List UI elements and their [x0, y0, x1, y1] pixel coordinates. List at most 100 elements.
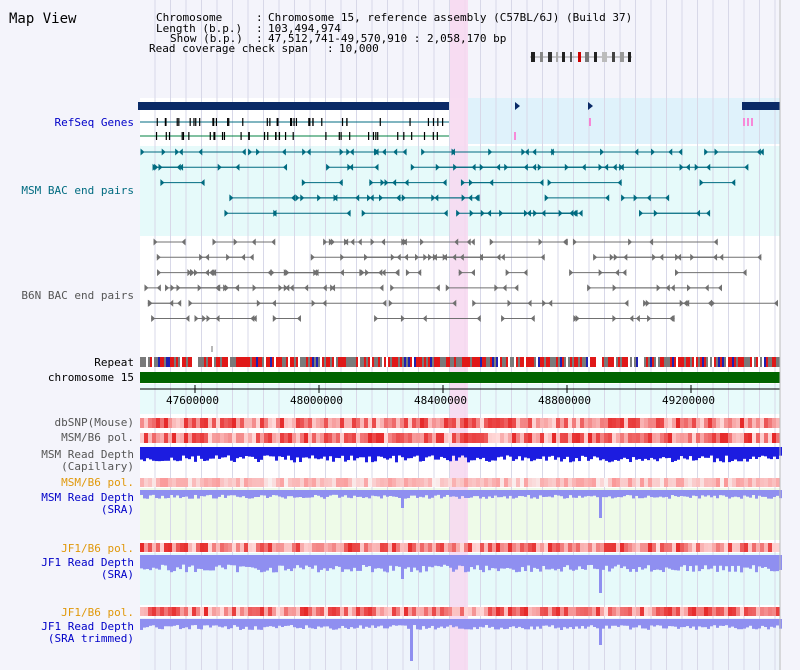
read-depth-bar [698, 447, 701, 459]
track-label-jf1-b6-pol-2[interactable]: JF1/B6 pol. [61, 606, 134, 619]
polymorphism-cell [484, 478, 488, 487]
read-depth-bar [284, 490, 287, 499]
polymorphism-cell [444, 543, 448, 552]
msm-bac-pair-end [200, 179, 205, 187]
show-key: Show (b.p.) [170, 32, 243, 45]
repeat-mark [584, 357, 586, 367]
track-label-msm-depth-sra-2[interactable]: (SRA) [100, 503, 134, 516]
polymorphism-cell [292, 478, 296, 487]
track-label-b6n-bac[interactable]: B6N BAC end pairs [21, 289, 134, 302]
repeat-mark [702, 357, 704, 367]
read-depth-bar [746, 490, 749, 497]
polymorphism-cell [492, 433, 496, 443]
ideogram-band [531, 52, 535, 62]
track-label-msm-bac[interactable]: MSM BAC end pairs [21, 184, 134, 197]
read-depth-bar [500, 555, 503, 569]
read-depth-bar [179, 447, 182, 461]
read-depth-bar [371, 619, 374, 626]
polymorphism-cell [404, 418, 408, 428]
polymorphism-cell [680, 543, 684, 552]
polymorphism-cell [268, 543, 272, 552]
track-label-refseq-genes[interactable]: RefSeq Genes [54, 116, 134, 129]
read-depth-bar [389, 490, 392, 496]
polymorphism-cell [716, 478, 720, 487]
read-depth-bar [509, 619, 512, 628]
read-depth-bar [146, 619, 149, 628]
read-depth-bar [752, 447, 755, 457]
read-depth-bar [167, 555, 170, 571]
read-depth-bar [254, 447, 257, 459]
polymorphism-cell [552, 478, 556, 487]
polymorphism-cell [568, 543, 572, 552]
msm-bac-pair-end [471, 163, 476, 171]
track-label-msm-b6-pol-2[interactable]: MSM/B6 pol. [61, 476, 134, 489]
read-depth-bar [542, 490, 545, 497]
read-depth-bar [749, 619, 752, 626]
polymorphism-cell [684, 433, 688, 443]
repeat-mark [400, 357, 402, 367]
b6n-bac-pair-end [649, 238, 654, 246]
repeat-mark [506, 357, 508, 367]
track-label-jf1-depth-sra[interactable]: JF1 Read Depth [41, 556, 134, 569]
polymorphism-cell [648, 478, 652, 487]
repeat-mark [760, 357, 762, 367]
msm-bac-pair-end [469, 209, 474, 217]
read-depth-bar [437, 490, 440, 495]
read-depth-bar [449, 447, 452, 462]
read-depth-bar [266, 490, 269, 499]
repeat-mark [234, 357, 236, 367]
read-depth-bar [404, 619, 407, 626]
read-depth-bar [446, 490, 449, 496]
track-label-jf1-depth-trimmed[interactable]: JF1 Read Depth [41, 620, 134, 633]
read-depth-bar [470, 555, 473, 568]
polymorphism-cell [712, 607, 716, 616]
read-depth-bar [332, 447, 335, 462]
track-label-jf1-depth-sra-2[interactable]: (SRA) [100, 568, 134, 581]
track-label-msm-depth-sra[interactable]: MSM Read Depth [41, 491, 134, 504]
msm-bac-pair-end [504, 163, 509, 171]
polymorphism-cell [396, 478, 400, 487]
polymorphism-cell [208, 433, 212, 443]
repeat-mark [476, 357, 478, 367]
polymorphism-cell [152, 478, 156, 487]
read-depth-bar [182, 619, 185, 629]
read-depth-bar [554, 490, 557, 495]
read-depth-bar [377, 555, 380, 569]
read-depth-bar [728, 447, 731, 463]
polymorphism-cell [672, 607, 676, 616]
track-label-jf1-b6-pol[interactable]: JF1/B6 pol. [61, 542, 134, 555]
ideogram-band [556, 52, 558, 62]
polymorphism-cell [612, 607, 616, 616]
polymorphism-cell [676, 433, 680, 443]
polymorphism-cell [692, 607, 696, 616]
read-depth-bar [329, 490, 332, 496]
read-depth-bar [683, 490, 686, 497]
read-depth-bar [482, 447, 485, 458]
repeat-mark [524, 357, 526, 367]
polymorphism-cell [160, 433, 164, 443]
polymorphism-cell [356, 543, 360, 552]
repeat-mark [224, 357, 226, 367]
track-label-jf1-depth-trimmed-2[interactable]: (SRA trimmed) [47, 632, 134, 645]
read-depth-bar [752, 619, 755, 629]
repeat-mark [464, 357, 466, 367]
read-depth-bar [302, 447, 305, 458]
read-depth-bar [542, 619, 545, 626]
repeat-mark [492, 357, 494, 367]
read-depth-bar [173, 619, 176, 626]
read-depth-bar [281, 555, 284, 566]
track-label-msm-b6-pol: MSM/B6 pol. [61, 431, 134, 444]
msm-bac-pair-end [158, 163, 163, 171]
polymorphism-cell [312, 478, 316, 487]
polymorphism-cell [648, 543, 652, 552]
read-depth-bar [497, 490, 500, 498]
read-depth-bar [263, 555, 266, 572]
repeat-mark [284, 357, 286, 367]
polymorphism-cell [172, 418, 176, 428]
read-depth-bar [323, 490, 326, 499]
repeat-mark [604, 357, 606, 367]
polymorphism-cell [636, 543, 640, 552]
polymorphism-cell [176, 607, 180, 616]
refseq-gene-bar [742, 102, 780, 110]
